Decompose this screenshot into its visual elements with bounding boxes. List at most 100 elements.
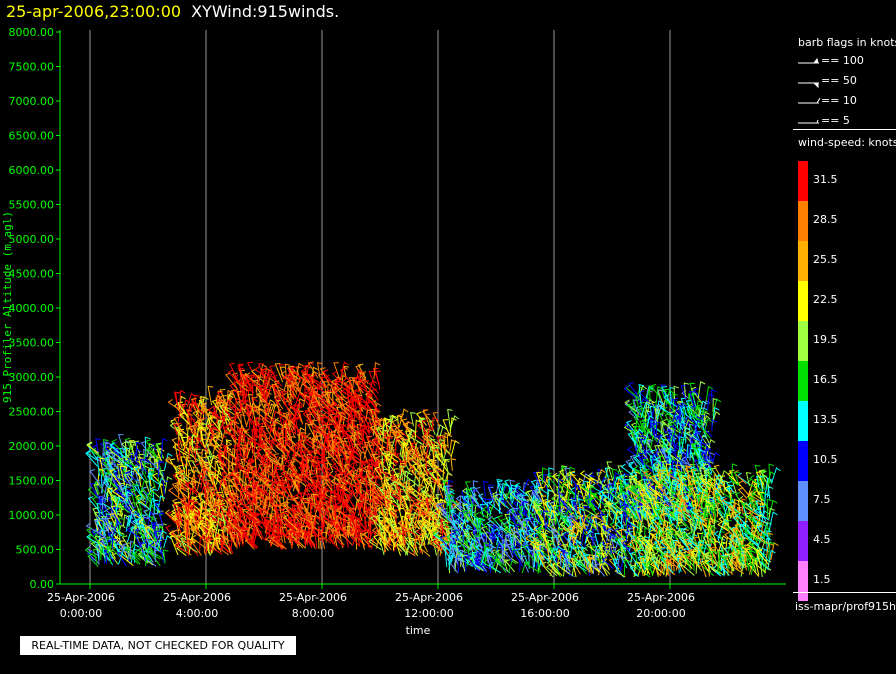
- wind-barb: [688, 436, 697, 456]
- wind-barb: [226, 520, 237, 533]
- wind-barb: [240, 413, 246, 429]
- wind-barb: [546, 488, 553, 510]
- wind-barb: [532, 525, 548, 538]
- wind-barb: [528, 548, 535, 563]
- wind-barb: [535, 550, 544, 567]
- wind-barb: [109, 513, 119, 533]
- wind-barb: [269, 403, 280, 424]
- wind-barb: [93, 489, 107, 504]
- timestamp-title: 25-apr-2006,23:00:00: [6, 2, 182, 21]
- wind-barb: [683, 419, 693, 434]
- wind-barb: [759, 563, 766, 577]
- wind-barb: [420, 502, 430, 515]
- wind-barb: [126, 458, 140, 470]
- wind-barb: [177, 401, 189, 417]
- wind-barb: [631, 484, 644, 503]
- wind-barb: [84, 546, 98, 559]
- wind-barb: [186, 418, 196, 435]
- wind-barb: [644, 502, 654, 517]
- wind-barb: [421, 521, 434, 536]
- wind-barb: [515, 548, 524, 563]
- wind-barb: [463, 496, 474, 509]
- wind-barb: [461, 518, 469, 531]
- wind-barb: [187, 460, 194, 474]
- wind-barb: [217, 420, 224, 436]
- wind-barb: [122, 498, 136, 517]
- wind-barb: [531, 512, 546, 531]
- wind-barb: [217, 499, 225, 515]
- wind-barb: [241, 444, 248, 457]
- wind-barb: [488, 523, 494, 543]
- wind-barb: [768, 511, 778, 532]
- wind-barb: [283, 523, 292, 539]
- wind-barb: [643, 471, 653, 486]
- wind-barb: [177, 506, 183, 524]
- wind-barb: [175, 542, 189, 553]
- wind-barb: [719, 475, 728, 492]
- wind-barb: [137, 457, 144, 469]
- wind-barb: [700, 488, 708, 503]
- wind-barb: [188, 542, 199, 557]
- wind-barb: [585, 483, 595, 497]
- wind-barb: [432, 517, 439, 532]
- wind-barb: [206, 526, 215, 538]
- wind-barb: [116, 463, 123, 478]
- wind-barb: [370, 481, 383, 500]
- wind-barb: [103, 517, 115, 535]
- wind-barb: [245, 408, 257, 428]
- wind-barbs: [84, 361, 781, 578]
- wind-barb: [395, 509, 401, 528]
- wind-barb: [86, 527, 101, 545]
- wind-barb: [274, 503, 280, 516]
- wind-barb: [735, 556, 743, 572]
- wind-barb: [570, 515, 576, 529]
- wind-barb: [233, 417, 240, 432]
- wind-barb: [675, 464, 682, 481]
- wind-barb: [687, 409, 704, 423]
- wind-barb: [293, 391, 305, 411]
- wind-barb: [421, 490, 434, 506]
- wind-barb: [700, 409, 708, 427]
- wind-barb: [331, 385, 344, 404]
- wind-barb: [234, 527, 252, 542]
- wind-barb: [280, 470, 294, 482]
- wind-barb: [712, 488, 719, 507]
- wind-barb: [212, 434, 223, 455]
- wind-barb: [229, 421, 237, 440]
- wind-barb: [567, 524, 579, 536]
- wind-barb: [729, 557, 740, 571]
- wind-barb: [488, 484, 495, 501]
- wind-barb: [558, 469, 573, 487]
- wind-barb: [272, 418, 281, 434]
- wind-barb: [675, 552, 687, 571]
- wind-barb: [188, 527, 195, 544]
- wind-barb: [365, 394, 379, 412]
- wind-barb: [230, 485, 237, 498]
- wind-barb: [389, 452, 398, 465]
- wind-barb: [124, 547, 139, 565]
- wind-barb: [284, 501, 304, 516]
- wind-barb: [688, 467, 700, 488]
- wind-barb: [637, 478, 653, 496]
- wind-barb: [257, 434, 272, 451]
- wind-barb: [666, 470, 685, 485]
- wind-barb: [281, 391, 287, 407]
- wind-barb: [633, 425, 640, 439]
- wind-barb: [682, 505, 694, 519]
- wind-barb: [312, 516, 321, 531]
- wind-barb: [622, 503, 630, 523]
- wind-barb: [174, 443, 180, 462]
- wind-barb: [640, 401, 651, 418]
- wind-barb: [133, 525, 140, 545]
- wind-barb: [126, 526, 141, 539]
- wind-barb: [690, 469, 697, 483]
- wind-barb: [669, 386, 676, 405]
- wind-barb: [192, 520, 201, 532]
- wind-barb: [305, 514, 313, 527]
- wind-barb: [557, 550, 565, 565]
- wind-barb: [345, 430, 352, 449]
- wind-barb: [688, 394, 695, 411]
- wind-barb: [307, 373, 316, 388]
- wind-barb: [655, 485, 661, 501]
- wind-barb: [354, 474, 361, 487]
